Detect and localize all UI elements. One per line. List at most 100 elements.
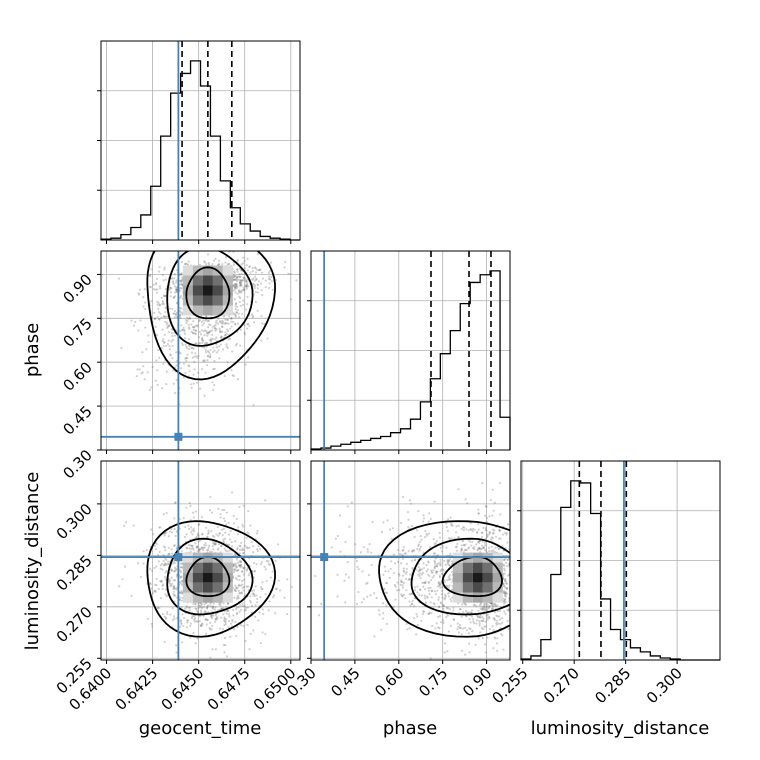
density-cell bbox=[192, 275, 203, 286]
sample-point bbox=[221, 508, 224, 512]
sample-point bbox=[132, 524, 135, 527]
sample-point bbox=[158, 526, 161, 529]
sample-point bbox=[167, 580, 171, 583]
sample-point bbox=[448, 584, 451, 587]
sample-point bbox=[230, 622, 233, 625]
sample-point bbox=[241, 586, 244, 589]
sample-point bbox=[477, 512, 480, 515]
sample-point bbox=[217, 547, 220, 550]
sample-point bbox=[359, 551, 362, 554]
sample-point bbox=[513, 581, 515, 583]
sample-point bbox=[466, 611, 469, 614]
sample-point bbox=[406, 628, 409, 631]
sample-point bbox=[162, 583, 165, 586]
sample-point bbox=[154, 325, 157, 328]
sample-point bbox=[503, 569, 506, 572]
sample-point bbox=[242, 504, 245, 507]
sample-point bbox=[236, 284, 239, 287]
sample-point bbox=[464, 626, 467, 629]
sample-point bbox=[418, 569, 421, 572]
density-contour bbox=[441, 555, 503, 598]
sample-point bbox=[415, 568, 418, 571]
sample-point bbox=[171, 618, 175, 622]
sample-point bbox=[247, 532, 250, 535]
sample-point bbox=[238, 300, 241, 304]
sample-point bbox=[167, 324, 171, 327]
sample-point bbox=[460, 544, 463, 547]
density-cell bbox=[202, 295, 213, 306]
sample-point bbox=[502, 563, 505, 566]
sample-point bbox=[211, 605, 215, 608]
sample-point bbox=[386, 519, 389, 522]
sample-point bbox=[196, 637, 199, 640]
sample-point bbox=[260, 339, 263, 342]
sample-point bbox=[242, 525, 245, 528]
sample-point bbox=[197, 523, 201, 526]
sample-point bbox=[242, 567, 245, 570]
sample-point bbox=[244, 639, 247, 643]
sample-point bbox=[493, 604, 497, 607]
sample-point bbox=[405, 571, 408, 574]
sample-point bbox=[446, 614, 450, 617]
sample-point bbox=[507, 564, 510, 567]
sample-point bbox=[382, 612, 385, 615]
sample-point bbox=[242, 276, 245, 279]
sample-point bbox=[193, 620, 196, 623]
sample-point bbox=[219, 343, 223, 346]
sample-point bbox=[400, 553, 404, 556]
sample-point bbox=[478, 546, 481, 549]
sample-point bbox=[264, 568, 268, 571]
sample-point bbox=[238, 316, 241, 319]
sample-point bbox=[505, 561, 508, 564]
sample-point bbox=[429, 578, 433, 582]
sample-point bbox=[214, 327, 217, 330]
sample-point bbox=[161, 339, 164, 343]
sample-point bbox=[392, 571, 396, 575]
sample-point bbox=[239, 296, 242, 300]
sample-point bbox=[120, 346, 123, 350]
sample-point bbox=[380, 628, 383, 631]
sample-point bbox=[226, 346, 229, 350]
density-cell bbox=[452, 592, 463, 603]
sample-point bbox=[172, 590, 176, 593]
sample-point bbox=[360, 601, 363, 604]
sample-point bbox=[512, 566, 514, 568]
sample-point bbox=[243, 333, 247, 336]
sample-point bbox=[203, 334, 206, 337]
sample-point bbox=[233, 286, 236, 289]
sample-point bbox=[182, 376, 185, 379]
sample-point bbox=[180, 550, 183, 553]
sample-point bbox=[422, 562, 425, 565]
x-tick-label: 0.255 bbox=[488, 664, 531, 707]
sample-point bbox=[135, 374, 138, 378]
sample-point bbox=[429, 601, 432, 604]
sample-point bbox=[235, 275, 238, 278]
sample-point bbox=[235, 606, 238, 609]
sample-point bbox=[507, 627, 510, 630]
sample-point bbox=[160, 580, 163, 584]
sample-point bbox=[234, 278, 237, 281]
sample-point bbox=[496, 615, 499, 618]
sample-point bbox=[260, 289, 263, 292]
sample-point bbox=[207, 263, 211, 266]
sample-point bbox=[479, 550, 482, 554]
sample-point bbox=[204, 329, 207, 332]
sample-point bbox=[190, 526, 193, 529]
sample-point bbox=[209, 348, 212, 351]
sample-point bbox=[251, 278, 254, 281]
sample-point bbox=[486, 535, 489, 539]
sample-point bbox=[239, 563, 243, 566]
sample-point bbox=[203, 394, 206, 397]
sample-point bbox=[446, 584, 449, 587]
sample-point bbox=[518, 583, 520, 585]
sample-point bbox=[168, 581, 171, 584]
sample-point bbox=[188, 347, 191, 351]
sample-point bbox=[188, 365, 191, 368]
sample-point bbox=[401, 580, 404, 584]
sample-point bbox=[427, 612, 430, 616]
sample-point bbox=[498, 528, 501, 531]
sample-point bbox=[245, 285, 248, 288]
sample-point bbox=[503, 559, 506, 562]
sample-point bbox=[140, 372, 143, 375]
sample-point bbox=[511, 538, 513, 540]
